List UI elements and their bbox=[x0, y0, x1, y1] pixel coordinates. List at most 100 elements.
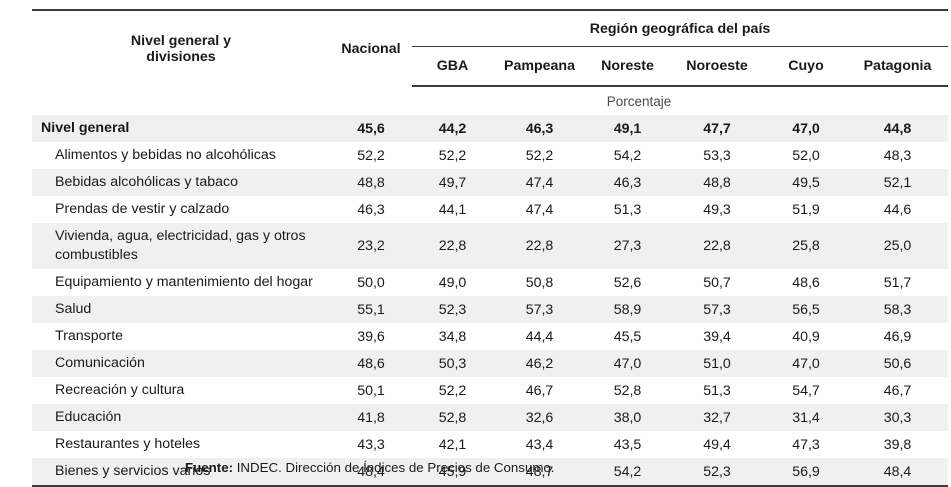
cell-region: 45,5 bbox=[613, 328, 642, 345]
cell-region: 47,4 bbox=[525, 201, 554, 218]
table-row: Salud 55,1 52,3 57,3 58,9 57,3 56,5 58,3 bbox=[32, 296, 949, 323]
cell-region: 50,6 bbox=[847, 350, 949, 377]
cell-region: 22,8 bbox=[493, 223, 586, 269]
region-group-header: Región geográfica del país bbox=[412, 9, 949, 47]
cell-region: 52,2 bbox=[438, 382, 467, 399]
cell-nacional: 55,1 bbox=[330, 296, 412, 323]
table-body: Porcentaje Nivel general 45,6 44,2 46,3 49,1… bbox=[32, 86, 949, 487]
table-row: Educación 41,8 52,8 32,6 38,0 32,7 31,4 30,3 bbox=[32, 404, 949, 431]
cell-region: 48,6 bbox=[792, 274, 820, 291]
region-header: Patagonia bbox=[847, 46, 949, 87]
cell-region: 46,2 bbox=[493, 350, 586, 377]
table-row: Prendas de vestir y calzado 46,3 44,1 47,4 5… bbox=[32, 196, 948, 223]
cell-region: 52,8 bbox=[412, 404, 493, 431]
first-column-header: Nivel general y divisiones bbox=[32, 9, 330, 86]
cell-nacional: 39,6 bbox=[357, 328, 385, 345]
cell-nacional: 50,0 bbox=[357, 274, 385, 291]
cell-region: 51,0 bbox=[669, 350, 765, 377]
cell-region: 39,4 bbox=[703, 328, 731, 345]
data-table: Nivel general y divisiones Nacional Regi… bbox=[32, 9, 949, 487]
cell-region: 52,3 bbox=[669, 458, 765, 487]
row-label: Bebidas alcohólicas y tabaco bbox=[32, 169, 330, 196]
cell-nacional: 45,6 bbox=[330, 115, 412, 142]
cell-region: 32,6 bbox=[493, 404, 586, 431]
cell-region: 48,4 bbox=[847, 458, 949, 487]
cell-region: 54,7 bbox=[792, 382, 820, 399]
row-label: Nivel general bbox=[32, 115, 330, 142]
cell-nacional: 41,8 bbox=[330, 404, 412, 431]
cell-region: 57,3 bbox=[669, 296, 765, 323]
cell-region: 51,7 bbox=[883, 274, 912, 291]
table-row-total: Nivel general 45,6 44,2 46,3 49,1 47,7 47,0 44,… bbox=[32, 115, 949, 142]
table-row: Recreación y cultura 50,1 52,2 46,7 52,8 51,3… bbox=[32, 377, 948, 404]
cell-region: 56,9 bbox=[765, 458, 847, 487]
cell-region: 42,1 bbox=[438, 436, 467, 453]
source-note: Fuente: INDEC. Dirección de Índices de P… bbox=[185, 460, 555, 475]
nacional-header: Nacional bbox=[330, 9, 412, 86]
cell-region: 49,3 bbox=[703, 201, 731, 218]
table-row: Comunicación 48,6 50,3 46,2 47,0 51,0 47,0 50,6 bbox=[32, 350, 949, 377]
cell-region: 49,5 bbox=[765, 169, 847, 196]
cell-region: 54,2 bbox=[613, 147, 642, 164]
cell-region: 52,2 bbox=[525, 147, 554, 164]
cell-region: 51,9 bbox=[792, 201, 820, 218]
cell-region: 52,1 bbox=[847, 169, 949, 196]
cell-region: 53,3 bbox=[703, 147, 731, 164]
region-header: Noreste bbox=[586, 46, 669, 87]
cell-region: 46,7 bbox=[525, 382, 554, 399]
cell-region: 47,3 bbox=[792, 436, 820, 453]
cell-region: 25,8 bbox=[765, 223, 847, 269]
cell-region: 57,3 bbox=[493, 296, 586, 323]
cell-region: 47,4 bbox=[493, 169, 586, 196]
row-label: Vivienda, agua, electricidad, gas y otro… bbox=[32, 223, 330, 269]
cell-region: 51,3 bbox=[703, 382, 731, 399]
cell-region: 46,7 bbox=[883, 382, 912, 399]
cell-nacional: 23,2 bbox=[330, 223, 412, 269]
cell-region: 34,8 bbox=[438, 328, 467, 345]
row-label: Restaurantes y hoteles bbox=[55, 436, 201, 452]
cell-region: 52,2 bbox=[438, 147, 467, 164]
cell-region: 58,9 bbox=[586, 296, 669, 323]
cell-region: 56,5 bbox=[765, 296, 847, 323]
cell-region: 39,8 bbox=[883, 436, 912, 453]
table-row: Equipamiento y mantenimiento del hogar 50… bbox=[32, 269, 948, 296]
cell-region: 48,8 bbox=[669, 169, 765, 196]
cell-region: 51,3 bbox=[613, 201, 642, 218]
row-label: Transporte bbox=[55, 328, 124, 344]
table-container: Nivel general y divisiones Nacional Regi… bbox=[32, 9, 949, 487]
source-text: INDEC. Dirección de Índices de Precios d… bbox=[236, 460, 555, 475]
cell-region: 44,1 bbox=[438, 201, 467, 218]
cell-region: 48,3 bbox=[883, 147, 912, 164]
cell-region: 32,7 bbox=[669, 404, 765, 431]
cell-region: 47,0 bbox=[586, 350, 669, 377]
cell-nacional: 43,3 bbox=[357, 436, 385, 453]
table-row: Bebidas alcohólicas y tabaco 48,8 49,7 47,4… bbox=[32, 169, 949, 196]
cell-region: 44,8 bbox=[847, 115, 949, 142]
cell-region: 38,0 bbox=[586, 404, 669, 431]
cell-nacional: 46,3 bbox=[357, 201, 385, 218]
cell-nacional: 48,6 bbox=[330, 350, 412, 377]
cell-region: 22,8 bbox=[412, 223, 493, 269]
cell-region: 52,3 bbox=[412, 296, 493, 323]
cell-region: 30,3 bbox=[847, 404, 949, 431]
cell-region: 25,0 bbox=[847, 223, 949, 269]
cell-region: 50,8 bbox=[525, 274, 554, 291]
cell-region: 22,8 bbox=[669, 223, 765, 269]
region-header: GBA bbox=[412, 46, 493, 87]
row-label: Prendas de vestir y calzado bbox=[55, 201, 230, 217]
cell-region: 43,4 bbox=[525, 436, 554, 453]
table-row: Restaurantes y hoteles 43,3 42,1 43,4 43,5 49… bbox=[32, 431, 948, 458]
row-label: Educación bbox=[32, 404, 330, 431]
row-label: Recreación y cultura bbox=[55, 382, 185, 398]
cell-region: 43,5 bbox=[613, 436, 642, 453]
cell-region: 49,0 bbox=[438, 274, 467, 291]
source-label: Fuente: bbox=[185, 460, 234, 475]
cell-region: 47,0 bbox=[765, 115, 847, 142]
table-row: Transporte 39,6 34,8 44,4 45,5 39,4 40,9 46,9 bbox=[32, 323, 948, 350]
cell-region: 47,7 bbox=[669, 115, 765, 142]
cell-nacional: 52,2 bbox=[357, 147, 385, 164]
region-header: Cuyo bbox=[765, 46, 847, 87]
cell-region: 58,3 bbox=[847, 296, 949, 323]
cell-region: 46,9 bbox=[883, 328, 912, 345]
cell-region: 50,3 bbox=[412, 350, 493, 377]
